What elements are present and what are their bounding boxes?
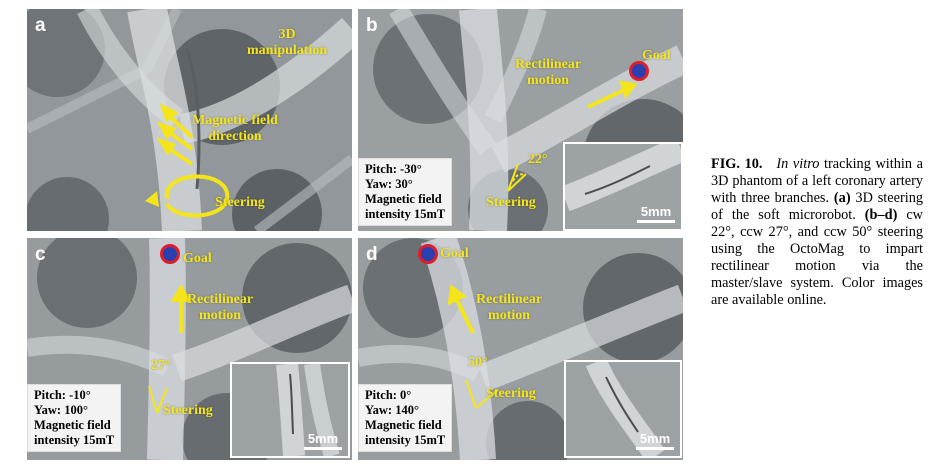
- label-line: 3D: [278, 27, 296, 42]
- info-yaw: Yaw: 30°: [365, 177, 413, 191]
- info-box: Pitch: -30° Yaw: 30° Magnetic field inte…: [358, 158, 453, 226]
- caption-bd-label: (b–d): [864, 207, 898, 223]
- panel-a: a 3D manipulation Magnetic field directi…: [27, 9, 352, 231]
- panel-letter-b: b: [366, 15, 378, 36]
- panel-a-photo: [27, 9, 352, 231]
- inset-image: 5mm: [230, 362, 350, 458]
- label-goal: Goal: [183, 251, 212, 266]
- label-rectilinear-motion: Rectilinear motion: [187, 292, 253, 324]
- inset-photo: [566, 362, 680, 456]
- figure-caption: FIG. 10. In vitro tracking within a 3D p…: [711, 156, 923, 309]
- panel-letter-a: a: [35, 15, 46, 36]
- panel-b: b Goal Rectilinear motion 22° Steering P…: [358, 9, 683, 231]
- label-magnetic-field-direction: Magnetic field direction: [192, 113, 278, 145]
- scale-line: [636, 447, 674, 450]
- label-goal: Goal: [440, 246, 469, 261]
- label-3d-manipulation: 3D manipulation: [247, 27, 327, 59]
- scale-line: [304, 447, 342, 450]
- label-line: Rectilinear: [515, 57, 582, 72]
- label-angle: 22°: [528, 152, 548, 167]
- info-pitch: Pitch: -30°: [365, 162, 422, 176]
- goal-marker: [418, 244, 438, 264]
- scale-bar: 5mm: [636, 431, 674, 450]
- panel-letter-c: c: [35, 244, 46, 265]
- scale-label: 5mm: [640, 204, 672, 219]
- panel-b-photo: [358, 9, 683, 231]
- caption-invitro: In vitro: [776, 156, 820, 172]
- caption-fig-label: FIG. 10.: [711, 156, 763, 172]
- label-steering: Steering: [486, 195, 536, 210]
- label-line: motion: [527, 73, 570, 88]
- label-angle: 50°: [468, 355, 488, 370]
- label-line: Magnetic field: [192, 113, 278, 128]
- info-field: Magnetic field: [34, 418, 111, 432]
- panel-c: c Goal Rectilinear motion 27° Steering P…: [27, 238, 352, 460]
- scale-bar: 5mm: [637, 204, 675, 223]
- info-yaw: Yaw: 140°: [365, 403, 419, 417]
- label-steering: Steering: [486, 386, 536, 401]
- caption-text-1: tracking within a 3D phantom of a left c…: [711, 156, 923, 206]
- info-yaw: Yaw: 100°: [34, 403, 88, 417]
- label-steering: Steering: [163, 403, 213, 418]
- scale-line: [637, 220, 675, 223]
- label-line: Rectilinear: [187, 292, 254, 307]
- label-line: motion: [488, 308, 531, 323]
- scale-bar: 5mm: [304, 431, 342, 450]
- info-intensity: intensity 15mT: [365, 433, 446, 447]
- goal-marker: [160, 244, 180, 264]
- info-intensity: intensity 15mT: [34, 433, 115, 447]
- goal-marker: [629, 61, 649, 81]
- info-pitch: Pitch: 0°: [365, 388, 412, 402]
- label-line: manipulation: [247, 43, 328, 58]
- inset-image: 5mm: [563, 142, 683, 231]
- scale-label: 5mm: [639, 431, 671, 446]
- caption-a-label: (a): [833, 190, 851, 206]
- label-line: motion: [199, 308, 242, 323]
- label-line: Rectilinear: [476, 292, 543, 307]
- info-box: Pitch: 0° Yaw: 140° Magnetic field inten…: [358, 384, 453, 452]
- panel-letter-d: d: [366, 244, 378, 265]
- caption-text-3: cw 22°, ccw 27°, and ccw 50° steering us…: [711, 207, 923, 308]
- label-steering: Steering: [215, 195, 265, 210]
- label-line: direction: [208, 129, 262, 144]
- info-box: Pitch: -10° Yaw: 100° Magnetic field int…: [27, 384, 122, 452]
- caption-text-2: 3D steering of the soft microrobot.: [711, 190, 923, 223]
- label-goal: Goal: [642, 48, 671, 63]
- info-pitch: Pitch: -10°: [34, 388, 91, 402]
- info-field: Magnetic field: [365, 192, 442, 206]
- label-rectilinear-motion: Rectilinear motion: [476, 292, 542, 324]
- panel-d: d Goal Rectilinear motion 50° Steering P…: [358, 238, 683, 460]
- info-intensity: intensity 15mT: [365, 207, 446, 221]
- label-rectilinear-motion: Rectilinear motion: [515, 57, 581, 89]
- label-angle: 27°: [151, 358, 171, 373]
- inset-photo: [565, 144, 681, 229]
- inset-photo: [232, 364, 348, 456]
- scale-label: 5mm: [307, 431, 339, 446]
- inset-image: 5mm: [564, 360, 682, 458]
- info-field: Magnetic field: [365, 418, 442, 432]
